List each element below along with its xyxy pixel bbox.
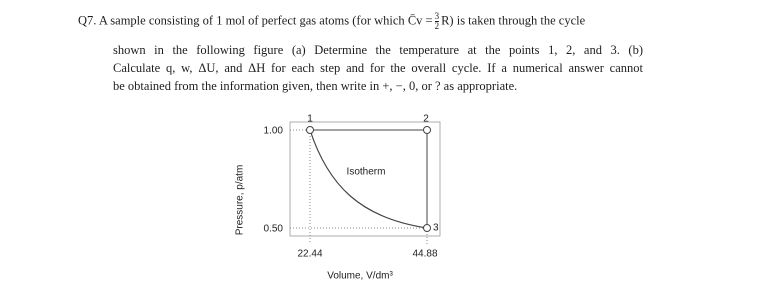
question-line: Calculate q, w, ΔU, and ΔH for each step…	[113, 61, 643, 75]
question-line: be obtained from the information given, …	[113, 79, 518, 93]
point-label: 2	[423, 114, 429, 125]
question-text: Q7. A sample consisting of 1 mol of perf…	[78, 13, 405, 28]
symbol: =	[425, 13, 433, 28]
x-axis-label: Volume, V/dm³	[327, 271, 393, 282]
curve-label: Isotherm	[347, 167, 386, 178]
symbol: C̄v	[407, 13, 423, 28]
y-tick-label: 0.50	[264, 224, 284, 235]
point	[423, 224, 431, 232]
point	[306, 126, 314, 134]
y-axis-label: Pressure, p/atm	[235, 165, 246, 236]
point-label: 1	[307, 114, 313, 125]
frame	[289, 121, 441, 237]
x-tick-label: 44.88	[412, 249, 437, 260]
y-tick-label: 1.00	[264, 126, 284, 137]
point-label: 3	[433, 223, 439, 234]
isotherm-curve	[309, 129, 428, 229]
point	[423, 126, 431, 134]
question-line: shown in the following figure (a) Determ…	[113, 43, 643, 57]
question-text: R) is taken through the cycle	[441, 13, 586, 28]
numerator: 3	[434, 11, 440, 22]
x-tick-label: 22.44	[297, 249, 322, 260]
question-line: Q7. A sample consisting of 1 mol of perf…	[78, 12, 585, 31]
denominator: 2	[434, 21, 440, 31]
